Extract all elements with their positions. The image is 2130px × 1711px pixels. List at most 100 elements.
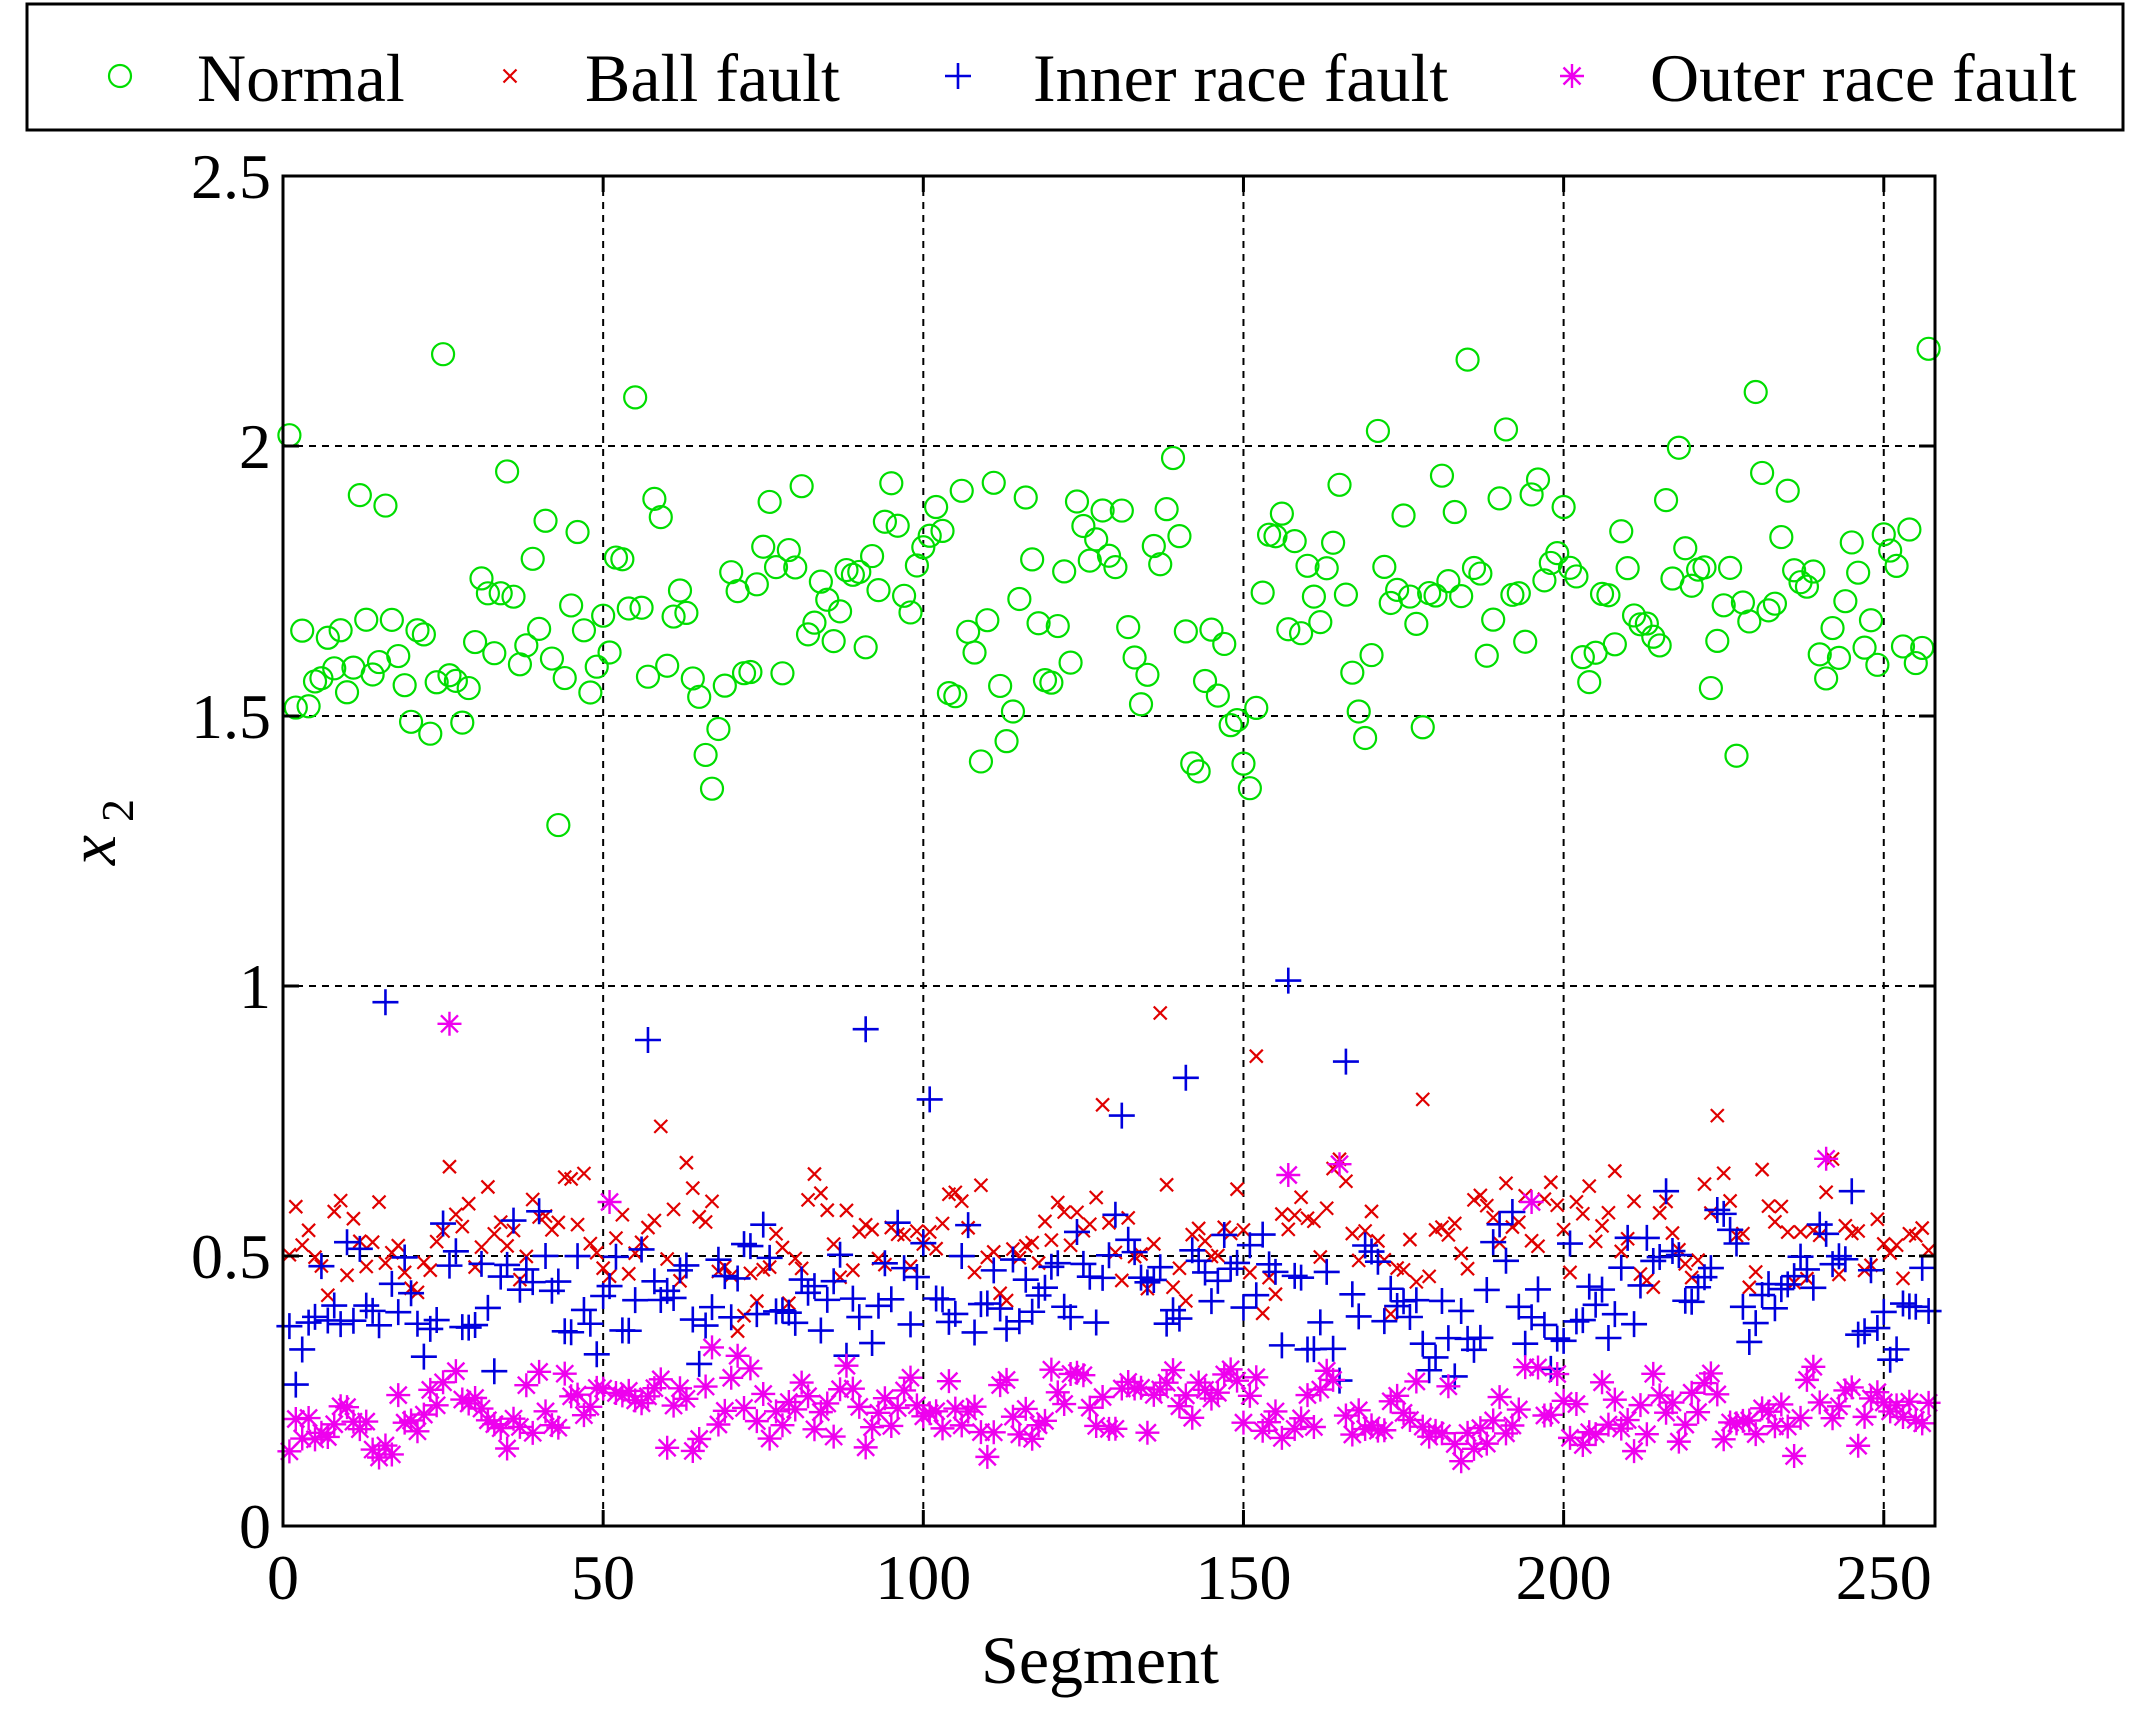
data-point (1526, 1355, 1551, 1380)
data-point (545, 1268, 572, 1295)
data-point (1243, 1282, 1270, 1309)
data-point (866, 578, 891, 603)
data-point (1590, 1370, 1615, 1395)
data-point (1056, 1204, 1072, 1220)
data-point (392, 1410, 417, 1435)
data-point (847, 559, 872, 585)
data-point (462, 1312, 489, 1339)
data-point (839, 1203, 854, 1218)
data-point (634, 1027, 661, 1053)
data-point (1088, 1190, 1104, 1205)
data-point (1172, 1064, 1199, 1091)
data-point (1244, 695, 1269, 720)
data-point (898, 600, 923, 625)
data-point (1371, 1308, 1398, 1335)
data-point (1429, 463, 1455, 488)
data-point (1039, 670, 1064, 695)
data-point (1485, 1210, 1501, 1225)
data-point (655, 653, 680, 678)
data-point (411, 1402, 436, 1427)
data-point (674, 600, 699, 626)
data-point (922, 1224, 937, 1240)
data-point (858, 1217, 873, 1233)
data-point (1722, 1193, 1738, 1209)
data-point (1513, 629, 1538, 654)
data-point (853, 1435, 878, 1460)
data-point (635, 1384, 660, 1409)
data-point (751, 534, 776, 559)
data-point (1071, 513, 1096, 539)
data-point (315, 625, 340, 650)
data-point (405, 618, 430, 643)
data-point (994, 1367, 1019, 1392)
data-point (1801, 559, 1826, 584)
data-point (872, 509, 897, 534)
data-point (571, 618, 597, 643)
data-point (1479, 1198, 1495, 1213)
data-point (1724, 743, 1749, 768)
data-point (1543, 1175, 1559, 1190)
data-point (1114, 1273, 1130, 1288)
data-point (488, 1416, 513, 1441)
data-point (1415, 1092, 1431, 1107)
data-point (763, 555, 789, 580)
data-point (986, 1244, 1002, 1260)
data-point (1818, 1185, 1834, 1200)
data-point (974, 1290, 1001, 1317)
data-point (892, 1378, 917, 1403)
data-point (526, 1198, 553, 1225)
data-point (898, 1365, 923, 1390)
data-point (1052, 559, 1077, 584)
data-point (1121, 1239, 1148, 1266)
data-point (1910, 1411, 1935, 1436)
data-point (386, 643, 411, 669)
data-point (679, 1155, 694, 1170)
data-point (787, 1251, 803, 1266)
data-point (1916, 1390, 1941, 1415)
data-point (1615, 1408, 1640, 1433)
data-point (840, 1376, 865, 1401)
data-point (1276, 617, 1301, 642)
data-point (1646, 1244, 1673, 1271)
data-point (1173, 1383, 1198, 1408)
data-point (1577, 1420, 1602, 1445)
data-point (1915, 1298, 1942, 1325)
data-point (385, 1299, 412, 1326)
data-point (712, 673, 737, 698)
data-point (519, 1269, 546, 1296)
data-point (1615, 556, 1640, 581)
data-point (828, 1377, 853, 1402)
data-point (788, 1266, 815, 1293)
data-point (871, 1250, 898, 1277)
series-normal (277, 336, 1941, 838)
data-point (1050, 1195, 1066, 1210)
data-point (704, 1194, 720, 1209)
data-point (930, 1416, 955, 1441)
y-tick-label: 2.5 (191, 141, 271, 212)
data-point (290, 1426, 315, 1451)
data-point (687, 1426, 712, 1451)
data-point (533, 508, 558, 533)
data-point (442, 1238, 469, 1265)
data-point (1224, 708, 1250, 733)
data-point (949, 478, 974, 503)
data-point (1230, 1294, 1257, 1321)
data-point (1173, 619, 1198, 644)
data-point (1263, 1399, 1288, 1424)
data-point (1769, 524, 1794, 550)
data-point (1594, 1218, 1610, 1234)
y-axis-label-subscript: 2 (92, 799, 143, 822)
data-point (999, 1246, 1026, 1273)
data-point (1192, 668, 1218, 694)
data-point (666, 1257, 693, 1284)
data-point (673, 1252, 700, 1279)
data-point (1288, 1264, 1315, 1291)
data-point (815, 1391, 840, 1416)
data-point (424, 670, 449, 695)
data-point (802, 1417, 827, 1442)
data-point (1679, 1380, 1704, 1405)
data-point (1474, 1431, 1499, 1456)
data-point (661, 604, 686, 629)
data-point (1179, 1237, 1206, 1264)
data-point (1826, 645, 1852, 670)
